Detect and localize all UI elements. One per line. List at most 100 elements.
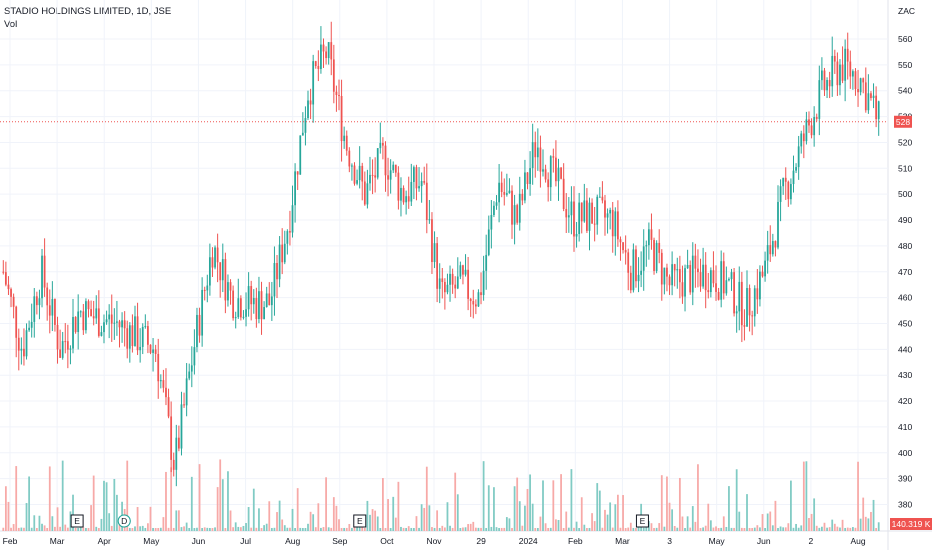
volume-bar [712,527,715,531]
candle-body [808,119,810,126]
volume-bar [15,466,18,531]
candle [552,148,555,173]
candle [503,178,506,206]
volume-bar [565,511,568,531]
volume-bar [234,522,237,531]
volume-bar [480,527,482,531]
volume-bar [513,486,516,531]
volume-bar [828,527,831,531]
candle-body [821,70,823,81]
candle [668,274,671,295]
y-tick-label: 380 [898,500,912,510]
volume-bar [800,525,803,531]
candle-body [188,371,191,379]
candle-body [255,298,258,320]
candle-body [72,316,74,349]
candle-body [560,167,562,179]
time-axis[interactable]: Feb Mar Apr May Jun Jul Aug Sep Oct Nov 29 2024 Feb M… [3,536,866,546]
volume-bar [281,519,284,531]
volume-bar [467,524,470,531]
candle-body [635,249,637,282]
candle [51,281,54,332]
candle-body [77,311,80,333]
volume-bar [415,516,418,531]
candle-body [162,380,165,388]
volume-bar [405,528,408,531]
candle-body [746,288,748,327]
price-axis[interactable]: ZAC 380 390 400 410 420 430 440 450 460 470 480 490… [898,6,915,510]
candle-body [299,135,302,175]
candle-body [221,259,224,281]
volume-bar [575,521,578,531]
candle [242,310,245,320]
candle-body [123,320,126,329]
volume-bar [23,527,25,531]
candle [345,130,348,156]
candle-body [862,78,865,83]
volume-bar [833,523,836,531]
candle [234,311,237,329]
volume-bar [704,525,707,531]
candle [239,295,242,321]
candle [260,281,263,335]
candle [356,169,358,186]
candle-body [330,42,333,60]
candle-body [709,270,712,293]
candle [340,79,343,162]
volume-bar [617,494,619,531]
candle [110,294,113,342]
volume-bar [474,527,477,531]
candle [591,198,593,224]
candle-body [875,95,878,120]
candle [294,163,296,223]
candle [123,311,126,347]
marker-box [635,514,649,528]
candle-body [573,201,575,237]
volume-bar [624,527,627,531]
candle-body [697,268,699,273]
volume-bar [304,527,307,531]
volume-bar [686,516,689,531]
candle-body [477,292,480,307]
candle [185,363,188,417]
candle-body [598,196,601,198]
candle [147,320,149,354]
candle [534,131,537,178]
candle-body [358,165,361,181]
volume-bar [629,522,632,531]
volume-bar [681,516,684,531]
volume-bar [392,496,395,531]
candle-body [818,80,821,119]
volume-bar [330,527,333,531]
candle [864,67,867,113]
candle [387,157,389,197]
volume-bar [273,527,276,531]
candle-body [402,187,405,203]
candle-body [580,202,583,222]
candle-body [376,148,379,178]
volume-bar [642,527,645,531]
volume-bar [245,523,247,531]
volume-bar [464,527,467,531]
candle-body [511,190,513,225]
marker-box [353,514,367,528]
candle [219,262,222,298]
volume-bar [366,500,369,531]
candle [650,213,653,250]
candle-body [219,262,222,281]
x-tick-label: Feb [3,536,18,546]
candle [844,39,847,102]
candle-body [624,250,627,253]
candle [402,185,405,205]
volume-bar [193,527,196,531]
candle [410,163,413,207]
candle [604,194,606,236]
candle [715,265,717,301]
x-tick-label: 2024 [519,536,538,546]
candle-body [805,119,808,142]
candle-body [252,298,255,305]
candle-body [795,167,797,171]
volume-bar [673,526,676,531]
candle-body [147,326,149,345]
